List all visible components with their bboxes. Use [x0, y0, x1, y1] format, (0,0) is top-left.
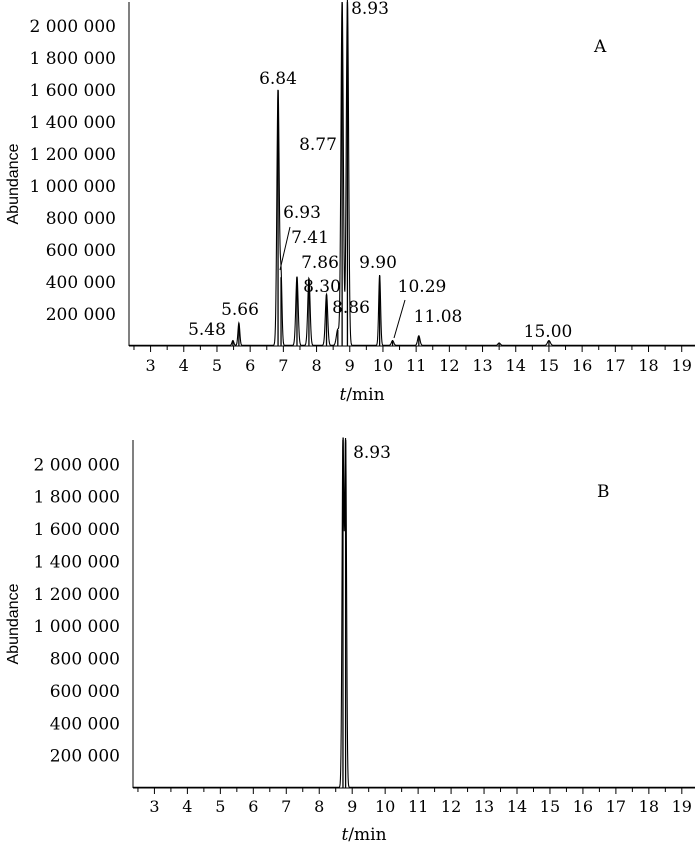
- x-tick-label: 12: [439, 356, 459, 375]
- x-tick-label: 10: [373, 356, 393, 375]
- y-tick-label: 1 800 000: [33, 488, 120, 508]
- panel-label: A: [593, 37, 607, 57]
- x-tick-label: 11: [408, 797, 428, 816]
- y-tick-label: 1 000 000: [29, 177, 116, 197]
- peak-label: 5.48: [188, 320, 226, 340]
- x-tick-label: 19: [672, 797, 692, 816]
- peak-label: 15.00: [524, 322, 573, 342]
- peak-label: 10.29: [398, 277, 447, 297]
- x-tick-label: 11: [406, 356, 426, 375]
- peak-label: 6.93: [283, 203, 321, 223]
- x-tick-label: 3: [149, 797, 159, 816]
- y-tick-label: 1 800 000: [29, 49, 116, 69]
- peak-label: 7.41: [291, 228, 329, 248]
- x-axis-title: t/min: [339, 385, 384, 405]
- x-tick-label: 13: [472, 356, 492, 375]
- chart-panel-a: 3 4 5 6 7 8 9 10 11 12 13 14 15 16 17 18 19 200 000 400 00…: [5, 0, 695, 405]
- panel-label: B: [597, 482, 610, 502]
- y-tick-label: 800 000: [46, 209, 116, 229]
- y-axis-title: Abundance: [5, 143, 22, 224]
- y-tick-label: 600 000: [50, 682, 120, 702]
- x-tick-label: 16: [572, 356, 592, 375]
- y-tick-label: 400 000: [46, 273, 116, 293]
- peak-label: 8.93: [351, 0, 389, 19]
- chromatogram-trace: [129, 0, 695, 346]
- x-tick-label: 3: [145, 356, 155, 375]
- x-tick-label: 18: [638, 356, 658, 375]
- peak-label: 7.86: [301, 253, 339, 273]
- peak-leader-line: [393, 299, 406, 339]
- x-tick-label: 9: [345, 356, 355, 375]
- x-tick-label: 10: [375, 797, 395, 816]
- x-tick-label: 15: [540, 797, 560, 816]
- y-tick-label: 200 000: [50, 747, 120, 767]
- x-tick-label: 19: [672, 356, 692, 375]
- x-tick-label: 13: [474, 797, 494, 816]
- peak-label: 8.93: [353, 443, 391, 463]
- y-tick-label: 1 600 000: [29, 81, 116, 101]
- x-tick-label: 5: [212, 356, 222, 375]
- peak-label: 11.08: [414, 307, 463, 327]
- y-tick-label: 1 600 000: [33, 520, 120, 540]
- y-tick-label: 1 200 000: [29, 145, 116, 165]
- peak-label: 6.84: [259, 69, 297, 89]
- chart-panel-b: 3 4 5 6 7 8 9 10 11 12 13 14 15 16 17 18 19 200 000 400 00…: [5, 437, 695, 845]
- y-tick-label: 1 200 000: [33, 585, 120, 605]
- chromatogram-trace: [133, 437, 695, 788]
- y-tick-label: 400 000: [50, 714, 120, 734]
- x-tick-label: 14: [506, 356, 526, 375]
- x-tick-label: 8: [314, 797, 324, 816]
- x-tick-label: 17: [606, 797, 626, 816]
- x-tick-label: 16: [573, 797, 593, 816]
- x-tick-label: 8: [311, 356, 321, 375]
- x-tick-label: 7: [278, 356, 288, 375]
- x-tick-label: 18: [639, 797, 659, 816]
- x-tick-label: 5: [215, 797, 225, 816]
- y-tick-label: 800 000: [50, 650, 120, 670]
- x-tick-label: 9: [347, 797, 357, 816]
- peak-label: 9.90: [359, 253, 397, 273]
- peak-leader-line: [279, 226, 291, 271]
- y-tick-label: 600 000: [46, 241, 116, 261]
- x-tick-label: 12: [441, 797, 461, 816]
- y-axis-title: Abundance: [5, 583, 22, 664]
- x-tick-label: 6: [248, 797, 258, 816]
- peak-label: 8.77: [299, 135, 337, 155]
- y-tick-label: 1 400 000: [33, 552, 120, 572]
- y-tick-label: 200 000: [46, 305, 116, 325]
- x-tick-label: 7: [281, 797, 291, 816]
- y-tick-label: 2 000 000: [29, 17, 116, 37]
- peak-label: 5.66: [221, 300, 259, 320]
- x-tick-label: 15: [539, 356, 559, 375]
- x-axis-title: t/min: [341, 825, 386, 845]
- y-tick-label: 2 000 000: [33, 455, 120, 475]
- y-tick-label: 1 000 000: [33, 617, 120, 637]
- x-tick-label: 6: [245, 356, 255, 375]
- x-tick-label: 17: [605, 356, 625, 375]
- peak-label: 8.86: [332, 298, 370, 318]
- x-tick-label: 14: [507, 797, 527, 816]
- peak-label: 8.30: [303, 277, 341, 297]
- x-tick-label: 4: [182, 797, 192, 816]
- x-tick-label: 4: [179, 356, 189, 375]
- y-tick-label: 1 400 000: [29, 113, 116, 133]
